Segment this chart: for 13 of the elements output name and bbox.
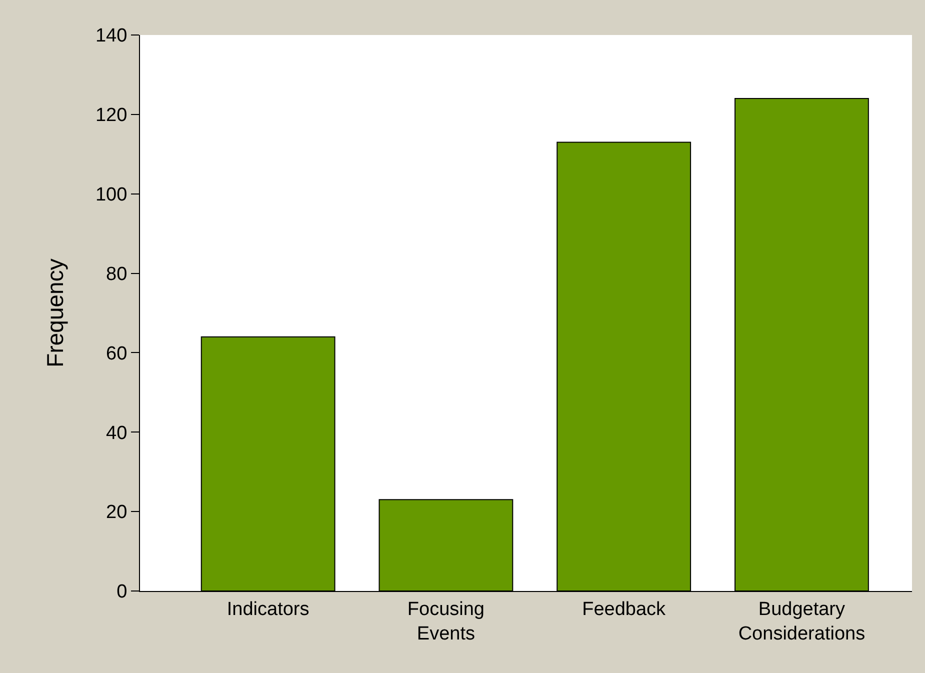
x-tick-label: Feedback [582,598,666,620]
y-tick-label: 60 [106,343,128,364]
y-tick-label: 120 [95,105,128,126]
y-tick-label: 80 [106,264,128,285]
y-tick-label: 100 [95,184,128,206]
x-tick-label: Focusing Events [407,598,485,644]
y-tick-label: 140 [95,26,128,47]
y-tick-label: 20 [106,502,128,524]
y-axis-title: Frequency [42,258,68,368]
y-tick-label: 40 [106,422,128,444]
x-tick-label: Indicators [226,598,310,620]
x-tick-label: Budgetary Considerations [738,598,866,644]
y-tick-label: 0 [116,582,128,603]
